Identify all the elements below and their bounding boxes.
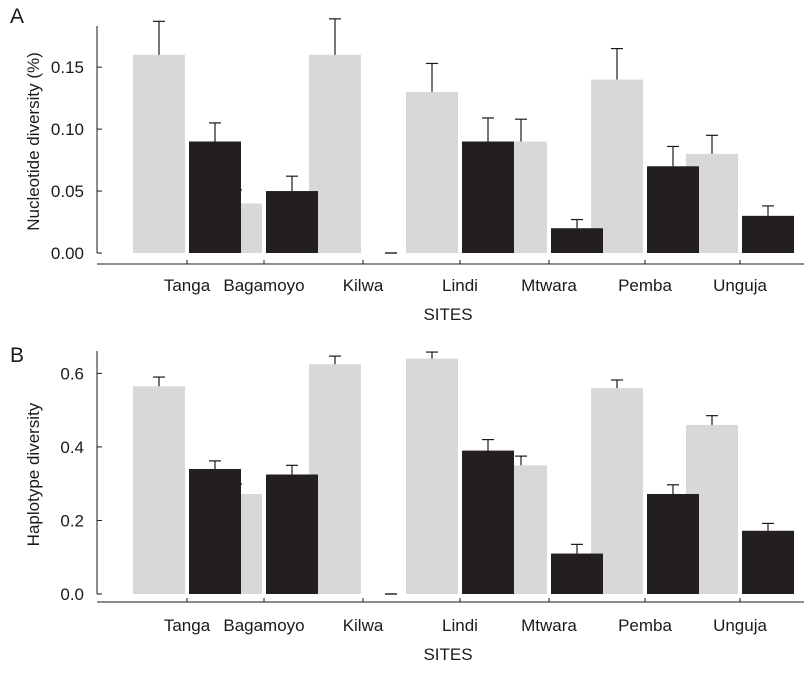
x-tick-label: Lindi [442,616,478,635]
bar [742,215,794,253]
x-tick-label: Unguja [713,616,767,635]
bar [133,54,185,254]
bar [462,450,514,594]
y-axis-title: Haplotype diversity [24,402,43,546]
y-tick-label: 0.2 [60,511,84,530]
bar [406,358,458,594]
y-tick-label: 0.10 [51,120,84,139]
x-tick-label: Mtwara [521,276,577,295]
panel-b: B 0.0 0.2 0.4 0.6 Haplotype diversity Tanga Bag… [10,344,804,664]
x-tick-label: Bagamoyo [223,616,304,635]
y-tick-label: 0.6 [60,364,84,383]
bar [551,553,603,594]
x-tick-label: Pemba [618,616,672,635]
bar [266,474,318,594]
x-tick-label: Unguja [713,276,767,295]
bar [647,166,699,253]
bar [189,141,241,253]
bar [462,141,514,253]
y-tick-label: 0.00 [51,244,84,263]
panel-letter: B [10,344,24,367]
y-tick-label: 0.15 [51,58,84,77]
x-tick-label: Tanga [164,616,211,635]
bar [266,191,318,253]
y-axis-title: Nucleotide diversity (%) [24,52,43,231]
bar [591,79,643,253]
x-tick-label: Kilwa [343,276,384,295]
bar [133,386,185,594]
x-tick-label: Kilwa [343,616,384,635]
panel-a: A 0.00 0.05 0.10 0.15 Nucleotide diversity (%… [10,5,804,324]
bar [742,530,794,594]
x-tick-label: Pemba [618,276,672,295]
bar [406,91,458,253]
y-tick-label: 0.05 [51,182,84,201]
x-axis-title: SITES [423,645,472,664]
x-tick-label: Tanga [164,276,211,295]
y-tick-label: 0.4 [60,438,84,457]
bar [647,493,699,594]
x-tick-label: Lindi [442,276,478,295]
bar [551,228,603,253]
panel-letter: A [10,5,24,28]
x-axis-title: SITES [423,305,472,324]
y-tick-label: 0.0 [60,585,84,604]
bar [189,468,241,594]
x-tick-label: Bagamoyo [223,276,304,295]
x-tick-label: Mtwara [521,616,577,635]
